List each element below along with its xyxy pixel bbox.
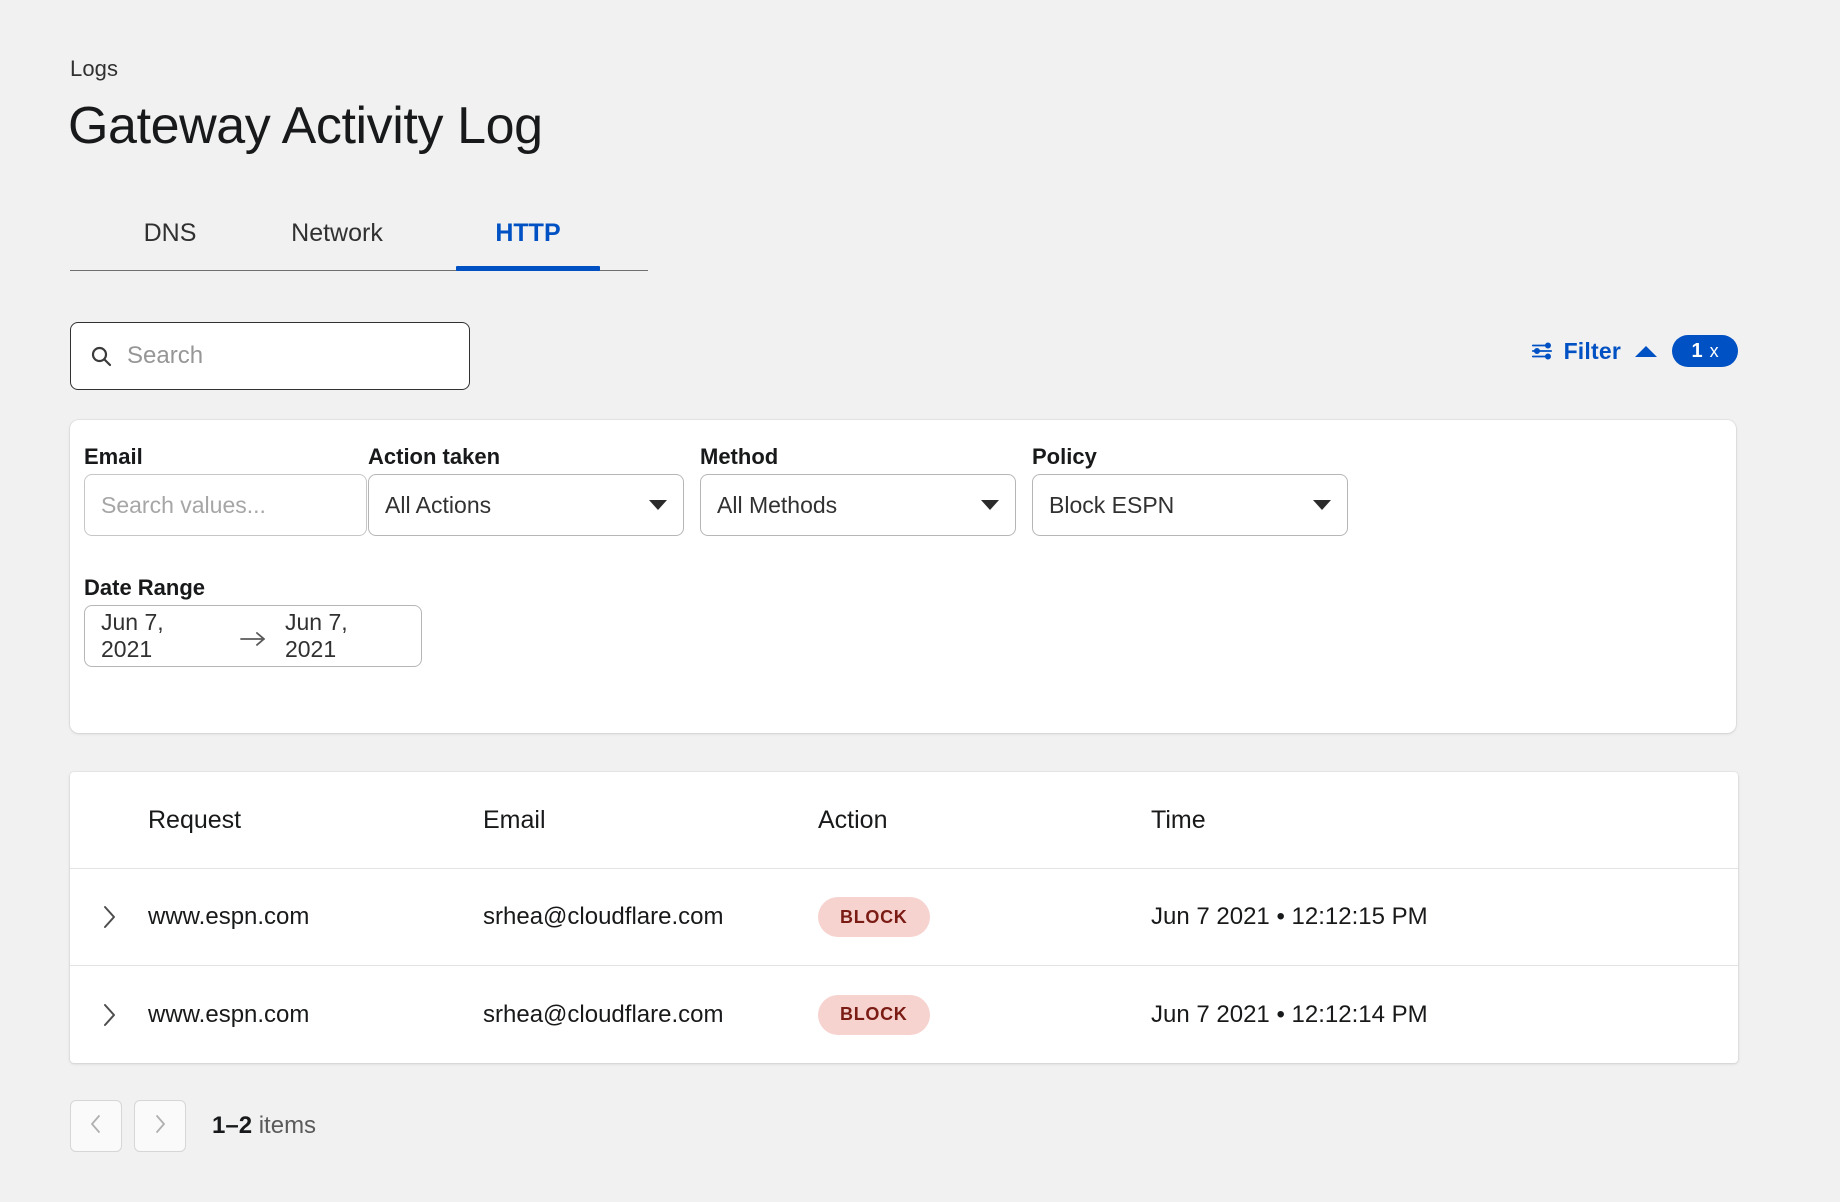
arrow-right-icon bbox=[239, 627, 267, 646]
cell-action: BLOCK bbox=[818, 994, 1151, 1035]
activity-log-table: Request Email Action Time www.espn.com s… bbox=[70, 772, 1738, 1063]
tabs-divider bbox=[70, 270, 648, 271]
search-input[interactable] bbox=[127, 342, 451, 370]
chevron-right-icon bbox=[152, 1112, 168, 1141]
page-title: Gateway Activity Log bbox=[68, 97, 543, 155]
clear-filters-icon[interactable]: x bbox=[1709, 340, 1719, 361]
policy-select[interactable]: Block ESPN bbox=[1032, 474, 1348, 536]
chevron-left-icon bbox=[88, 1112, 104, 1141]
cell-time: Jun 7 2021 • 12:12:14 PM bbox=[1151, 1000, 1428, 1028]
chevron-right-icon bbox=[100, 1001, 118, 1029]
sliders-icon bbox=[1531, 340, 1553, 362]
filter-label: Filter bbox=[1563, 337, 1621, 364]
method-value: All Methods bbox=[717, 491, 838, 518]
action-taken-value: All Actions bbox=[385, 491, 492, 518]
date-range-picker[interactable]: Jun 7, 2021 Jun 7, 2021 bbox=[84, 605, 422, 667]
cell-request: www.espn.com bbox=[148, 903, 310, 930]
filter-toggle-button[interactable]: Filter 1 x bbox=[1531, 335, 1738, 367]
expand-row-button[interactable] bbox=[70, 903, 148, 931]
policy-value: Block ESPN bbox=[1049, 491, 1175, 518]
column-header-time: Time bbox=[1151, 805, 1206, 834]
column-header-action: Action bbox=[818, 805, 888, 834]
cell-email: srhea@cloudflare.com bbox=[483, 903, 724, 930]
filter-panel: Email Action taken All Actions Method Al… bbox=[70, 420, 1736, 733]
table-row[interactable]: www.espn.com srhea@cloudflare.com BLOCK … bbox=[70, 966, 1738, 1063]
pagination: 1–2 items bbox=[70, 1100, 316, 1152]
breadcrumb: Logs bbox=[70, 56, 119, 81]
method-field-label: Method bbox=[700, 444, 779, 469]
log-type-tabs: DNS Network HTTP bbox=[70, 196, 648, 272]
table-row[interactable]: www.espn.com srhea@cloudflare.com BLOCK … bbox=[70, 869, 1738, 966]
tab-dns[interactable]: DNS bbox=[143, 218, 197, 247]
pagination-range: 1–2 bbox=[212, 1112, 253, 1139]
caret-up-icon bbox=[1635, 345, 1657, 357]
status-badge: BLOCK bbox=[818, 897, 930, 937]
status-badge: BLOCK bbox=[818, 994, 930, 1035]
chevron-right-icon bbox=[100, 903, 118, 931]
column-header-email: Email bbox=[483, 805, 546, 834]
method-select[interactable]: All Methods bbox=[700, 474, 1016, 536]
date-range-end[interactable]: Jun 7, 2021 bbox=[284, 609, 348, 662]
previous-page-button[interactable] bbox=[70, 1100, 122, 1152]
expand-row-button[interactable] bbox=[70, 1001, 148, 1029]
search-icon bbox=[89, 344, 113, 368]
chevron-down-icon bbox=[1313, 500, 1331, 510]
next-page-button[interactable] bbox=[134, 1100, 186, 1152]
filter-count: 1 bbox=[1691, 339, 1703, 362]
chevron-down-icon bbox=[981, 500, 999, 510]
action-taken-field-label: Action taken bbox=[368, 444, 501, 469]
policy-field-label: Policy bbox=[1032, 444, 1097, 469]
tab-network[interactable]: Network bbox=[291, 218, 383, 247]
cell-request: www.espn.com bbox=[148, 1000, 310, 1028]
cell-email: srhea@cloudflare.com bbox=[483, 1000, 724, 1028]
cell-time: Jun 7 2021 • 12:12:15 PM bbox=[1151, 903, 1428, 930]
active-tab-indicator bbox=[456, 266, 600, 271]
email-filter-input[interactable] bbox=[101, 491, 350, 519]
tab-http[interactable]: HTTP bbox=[495, 218, 561, 247]
action-taken-select[interactable]: All Actions bbox=[368, 474, 684, 536]
pagination-items-label: items bbox=[258, 1112, 317, 1139]
chevron-down-icon bbox=[649, 500, 667, 510]
pagination-summary: 1–2 items bbox=[212, 1112, 316, 1140]
active-filter-badge[interactable]: 1 x bbox=[1672, 335, 1738, 367]
date-range-field-label: Date Range bbox=[84, 575, 206, 600]
date-range-start[interactable]: Jun 7, 2021 bbox=[101, 609, 164, 662]
email-filter-input-wrapper[interactable] bbox=[84, 474, 367, 536]
table-header-row: Request Email Action Time bbox=[70, 772, 1738, 869]
search-box[interactable] bbox=[70, 322, 470, 390]
column-header-request: Request bbox=[148, 805, 242, 834]
email-field-label: Email bbox=[84, 444, 143, 469]
cell-action: BLOCK bbox=[818, 897, 1151, 937]
